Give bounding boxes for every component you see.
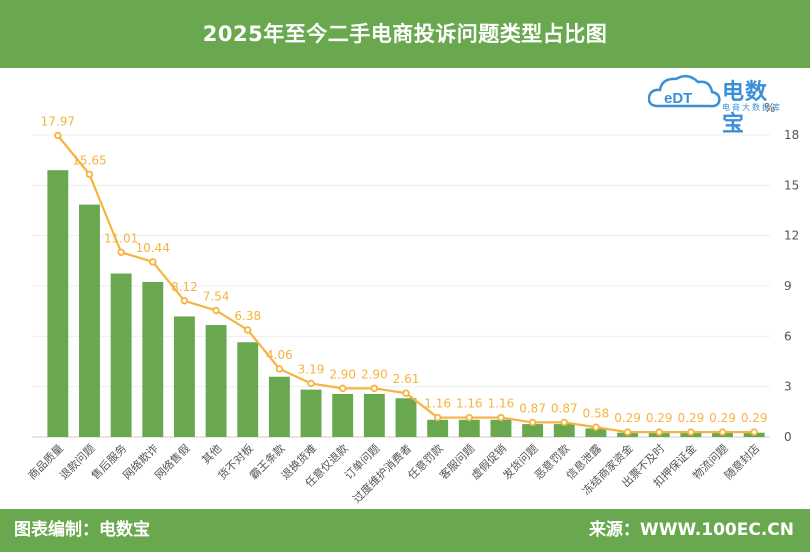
data-label: 1.16 <box>488 397 515 411</box>
line-point <box>497 413 505 422</box>
line-point <box>370 384 379 393</box>
data-label: 17.97 <box>41 115 75 129</box>
bar <box>332 393 354 437</box>
line-point <box>212 306 220 315</box>
y-tick-label: 6 <box>784 329 792 343</box>
line-point <box>750 428 758 436</box>
bar <box>205 325 227 437</box>
y-tick-label: 12 <box>784 229 799 243</box>
line-point <box>54 131 62 140</box>
data-label: 0.87 <box>519 401 546 415</box>
logo-mark: eDT <box>664 90 692 107</box>
line-point <box>687 428 695 436</box>
brand-logo: eDT 电数宝 电商大数据库 <box>647 70 788 137</box>
footer-credit: 图表编制：电数宝 <box>14 520 150 540</box>
data-label: 1.16 <box>456 397 483 411</box>
data-label: 2.61 <box>393 372 420 386</box>
line-point <box>85 170 94 179</box>
bar <box>79 204 100 437</box>
data-label: 7.54 <box>203 289 230 303</box>
bar <box>47 170 69 437</box>
logo-text: 电数宝 <box>722 80 769 137</box>
line-point <box>180 297 189 305</box>
footer-bar: 图表编制：电数宝 来源：WWW.100EC.CN <box>0 509 810 552</box>
data-label: 0.58 <box>583 406 610 420</box>
line-point <box>465 413 474 422</box>
y-tick-label: 18 <box>784 128 799 142</box>
data-label: 2.90 <box>329 367 356 381</box>
bar <box>522 424 544 437</box>
bar <box>363 393 385 437</box>
line-point <box>718 428 727 436</box>
line-point <box>655 428 663 436</box>
data-label: 11.01 <box>104 231 138 245</box>
data-label: 0.29 <box>646 411 673 425</box>
data-label: 3.19 <box>298 362 325 376</box>
data-label: 15.65 <box>72 153 106 167</box>
line-point <box>307 379 315 388</box>
line-point <box>528 418 537 427</box>
y-tick-label: 9 <box>784 279 792 293</box>
bar <box>173 316 195 437</box>
line-point <box>560 418 568 427</box>
data-label: 2.90 <box>361 367 388 381</box>
bar <box>458 419 480 437</box>
bar <box>237 342 259 437</box>
y-axis-ticks: 0 3 6 9 12 15 18 <box>784 128 799 444</box>
data-label: 0.29 <box>614 411 641 425</box>
line-point <box>275 365 284 373</box>
y-tick-label: 3 <box>784 380 792 394</box>
line-point <box>244 326 252 334</box>
bar <box>553 424 575 437</box>
bars-group <box>47 170 765 437</box>
bar <box>395 398 417 437</box>
line-point <box>433 413 442 422</box>
data-label: 4.06 <box>266 348 293 362</box>
data-label: 6.38 <box>234 309 261 323</box>
chart-title: 2025年至今二手电商投诉问题类型占比图 <box>202 22 608 46</box>
footer-source: 来源：WWW.100EC.CN <box>588 520 794 540</box>
data-label: 0.29 <box>678 411 705 425</box>
line-point <box>592 423 600 431</box>
line-point <box>623 428 632 436</box>
logo-subtitle: 电商大数据库 <box>722 103 782 112</box>
data-label: 0.29 <box>741 411 768 425</box>
line-point <box>117 248 125 256</box>
x-tick-label: 网络售假 <box>152 441 193 482</box>
data-label: 8.12 <box>171 280 198 294</box>
y-unit-label: % <box>764 101 775 115</box>
bar <box>427 419 449 437</box>
y-tick-label: 0 <box>784 430 792 444</box>
data-label: 1.16 <box>424 397 451 411</box>
bar <box>142 281 164 437</box>
cloud-logo-icon: eDT <box>647 74 721 108</box>
data-label: 0.29 <box>709 411 736 425</box>
bar <box>268 376 290 437</box>
bar <box>490 419 512 437</box>
data-label: 0.87 <box>551 401 578 415</box>
line-point <box>402 389 410 397</box>
bar <box>300 389 322 437</box>
bar <box>585 428 607 437</box>
line-series <box>54 131 758 436</box>
bar <box>110 273 132 437</box>
y-tick-label: 15 <box>784 178 799 192</box>
x-tick-label: 其他 <box>199 442 224 467</box>
line-point <box>149 258 157 266</box>
line-point <box>338 384 347 393</box>
data-label: 10.44 <box>136 241 170 255</box>
x-tick-label: 随意封店 <box>721 441 762 482</box>
header-bar: 2025年至今二手电商投诉问题类型占比图 <box>0 0 810 68</box>
